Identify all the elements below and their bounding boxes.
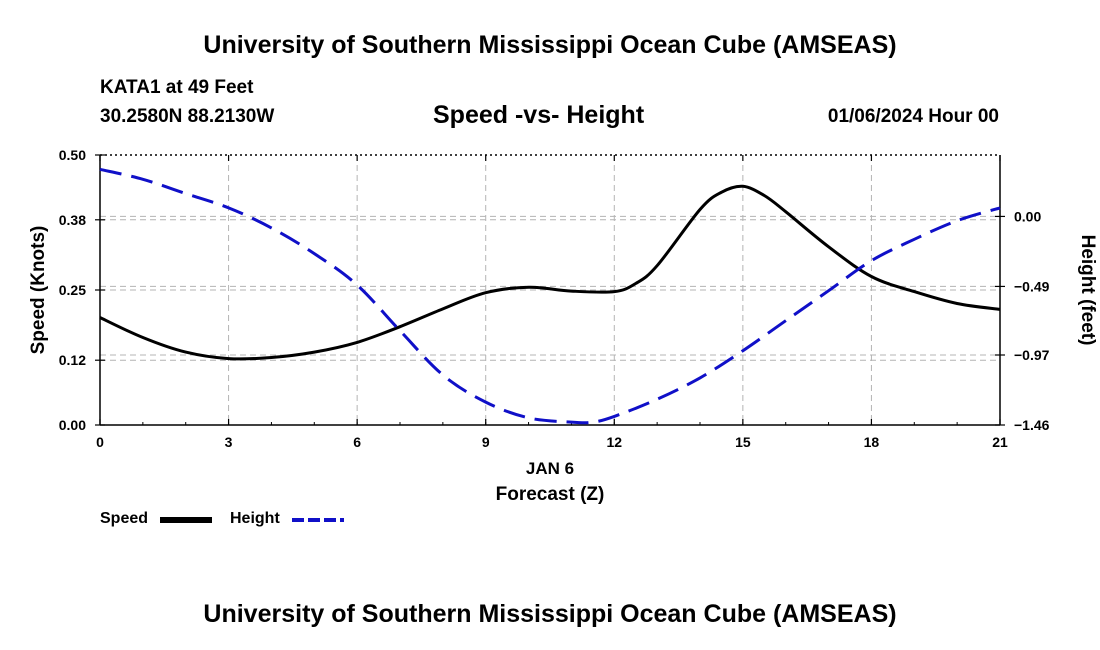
y-right-axis-label: Height (feet) bbox=[1077, 235, 1098, 346]
x-tick-label: 15 bbox=[735, 434, 751, 450]
y-left-tick-label: 0.12 bbox=[59, 352, 86, 368]
y-right-tick-label: 0.00 bbox=[1014, 208, 1041, 224]
ticks: 0 3 6 9 12 15 18 21 0.00 0.12 0.25 0.38 0.50 −1.46 −0.… bbox=[59, 147, 1050, 450]
legend-speed-label: Speed bbox=[100, 510, 149, 527]
y-left-tick-label: 0.38 bbox=[59, 212, 86, 228]
x-tick-label: 12 bbox=[606, 434, 622, 450]
footer-title: University of Southern Mississippi Ocean… bbox=[203, 600, 897, 628]
station-name: KATA1 at 49 Feet bbox=[100, 77, 254, 98]
page-title: University of Southern Mississippi Ocean… bbox=[203, 31, 897, 59]
x-tick-label: 3 bbox=[225, 434, 233, 450]
y-left-axis-label: Speed (Knots) bbox=[28, 226, 49, 355]
y-left-tick-label: 0.50 bbox=[59, 147, 86, 163]
x-tick-label: 9 bbox=[482, 434, 490, 450]
speed-series-line bbox=[99, 184, 1001, 361]
station-coordinates: 30.2580N 88.2130W bbox=[100, 106, 275, 127]
x-axis-date-label: JAN 6 bbox=[526, 459, 574, 478]
legend-height-label: Height bbox=[230, 510, 280, 527]
y-right-tick-label: −0.49 bbox=[1014, 278, 1050, 294]
y-left-tick-label: 0.00 bbox=[59, 417, 86, 433]
y-right-tick-label: −1.46 bbox=[1014, 417, 1050, 433]
x-tick-label: 18 bbox=[864, 434, 880, 450]
x-tick-label: 21 bbox=[992, 434, 1008, 450]
x-tick-label: 6 bbox=[353, 434, 361, 450]
chart-title: Speed -vs- Height bbox=[433, 101, 645, 129]
y-left-tick-label: 0.25 bbox=[59, 282, 86, 298]
forecast-date: 01/06/2024 Hour 00 bbox=[827, 106, 999, 127]
height-series-line bbox=[99, 167, 1001, 425]
x-axis-label: Forecast (Z) bbox=[496, 484, 605, 505]
x-tick-label: 0 bbox=[96, 434, 104, 450]
axis-labels: JAN 6 Forecast (Z) Speed (Knots) Height (fe… bbox=[28, 226, 1098, 505]
series bbox=[99, 167, 1001, 425]
y-right-tick-label: −0.97 bbox=[1014, 347, 1050, 363]
